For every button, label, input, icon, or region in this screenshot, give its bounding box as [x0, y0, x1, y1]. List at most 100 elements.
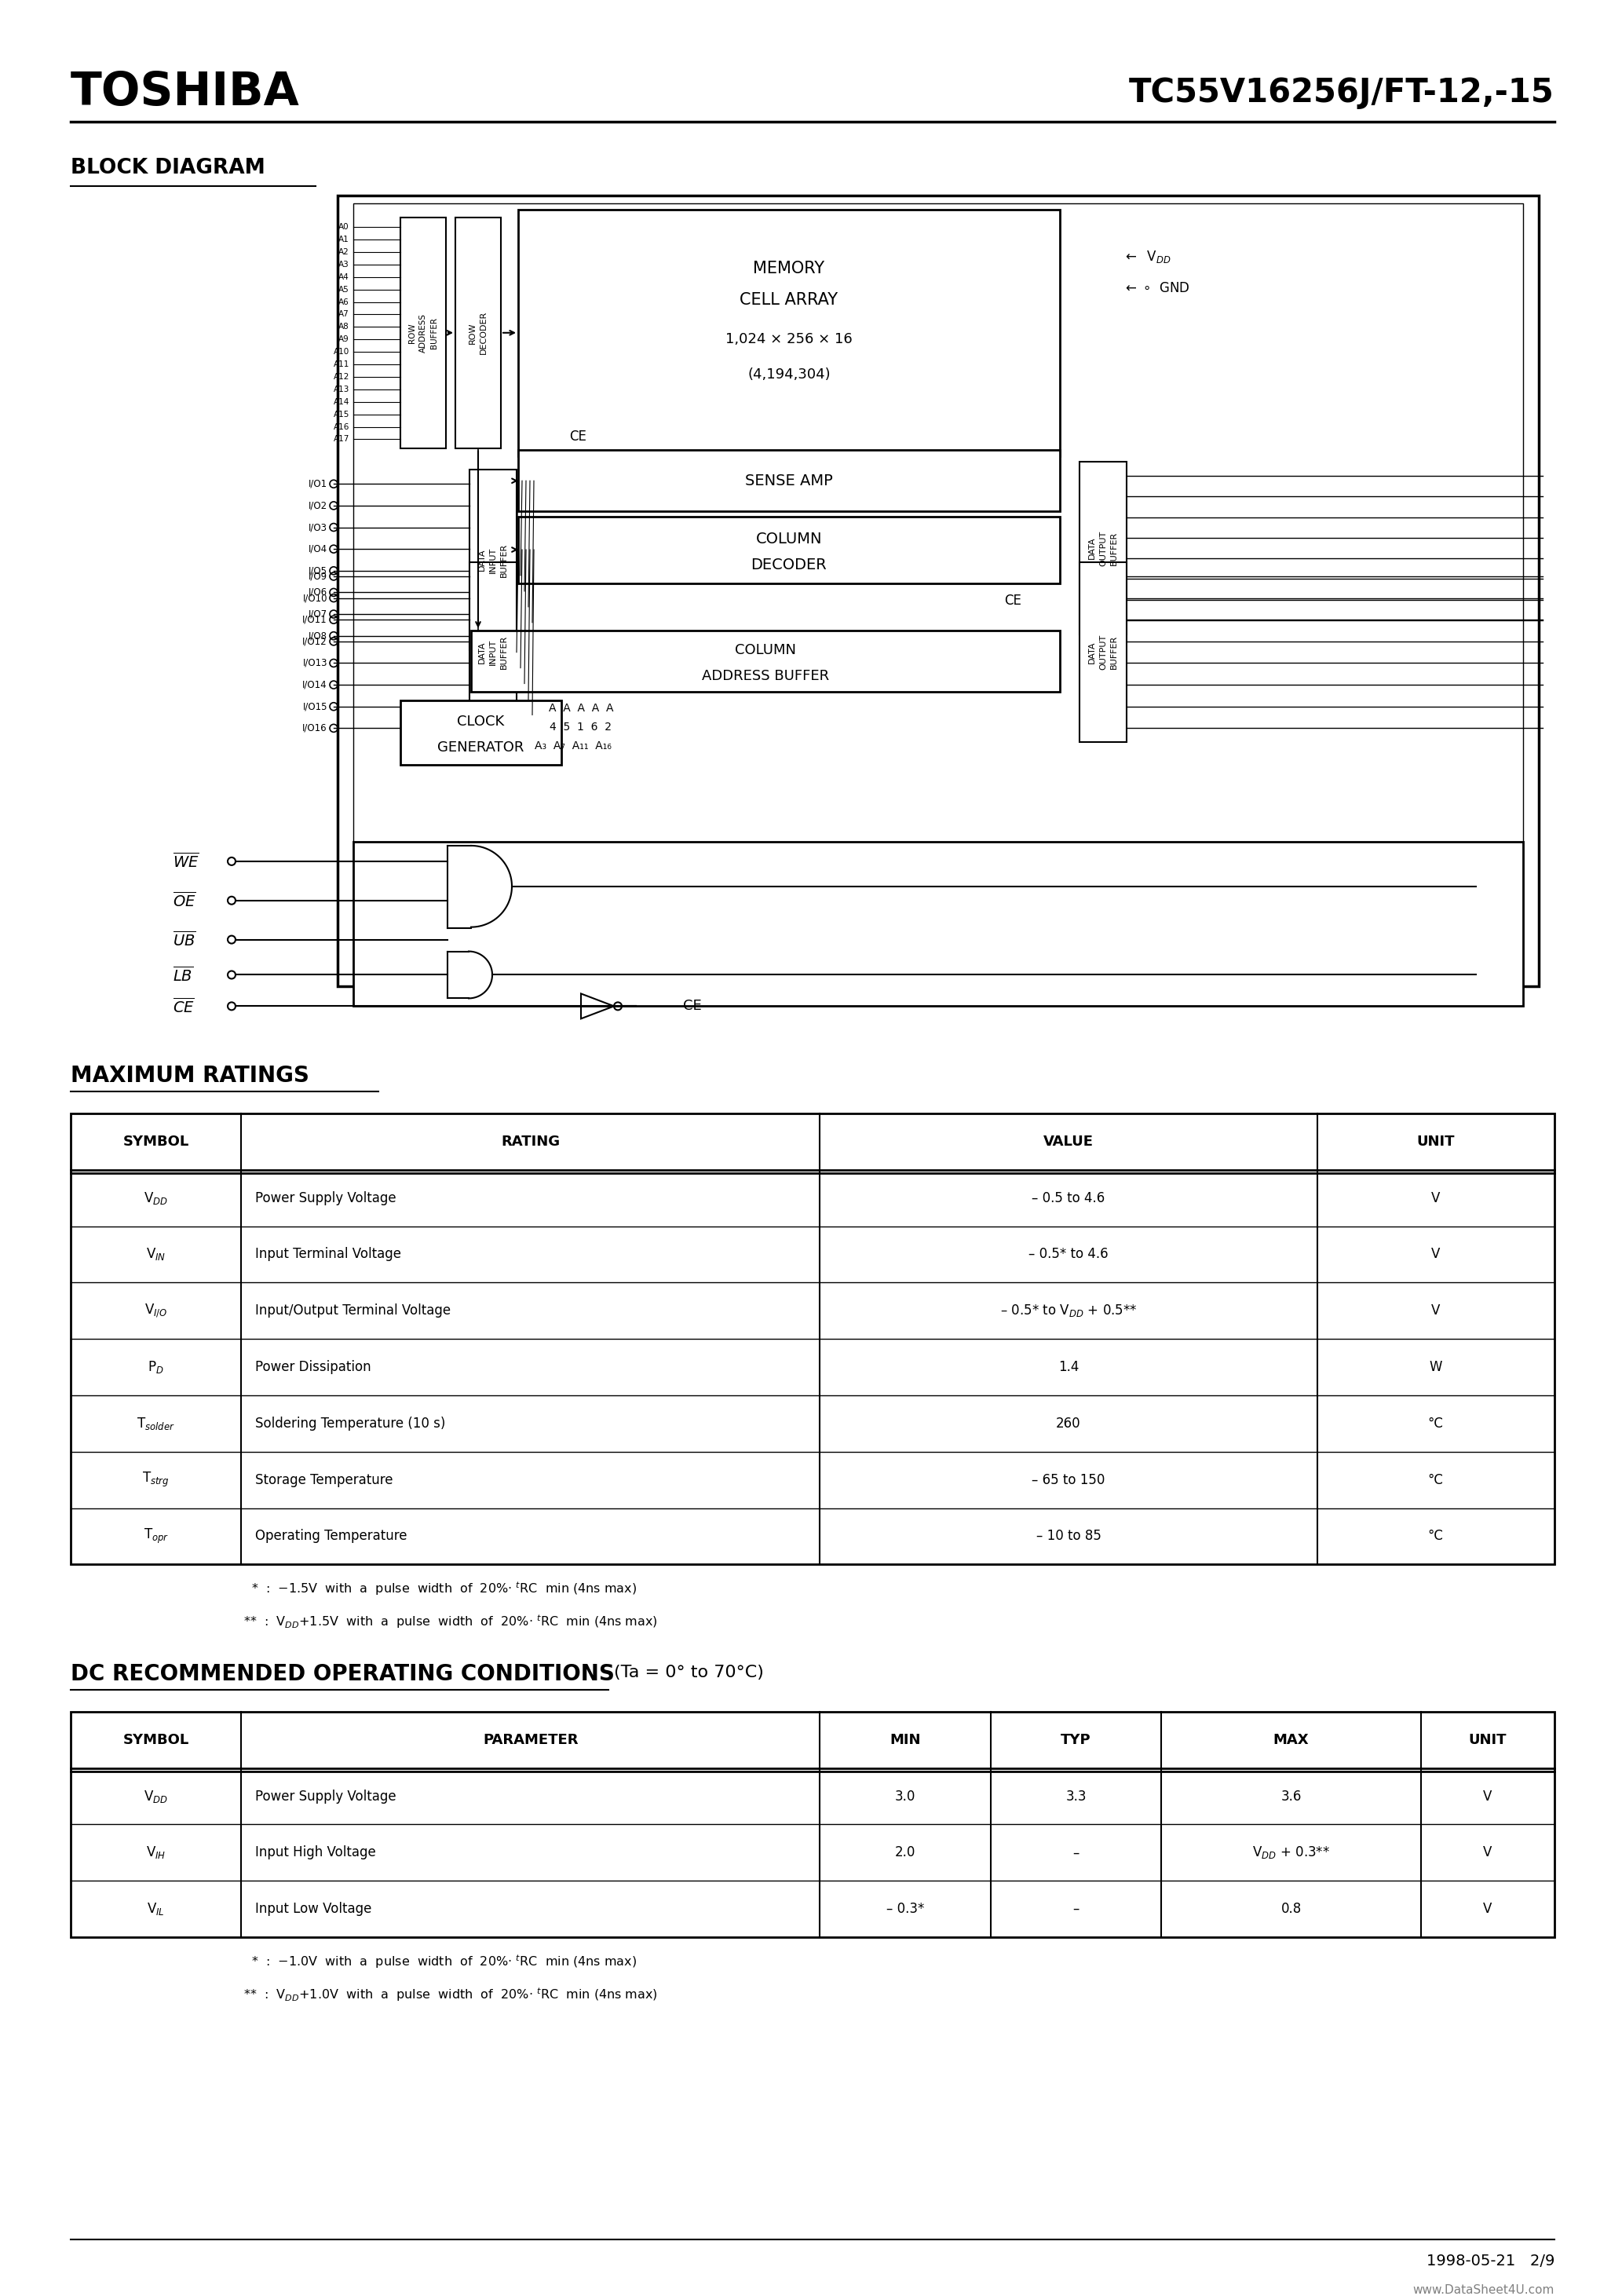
Text: A17: A17: [334, 436, 349, 443]
Text: V$_{IL}$: V$_{IL}$: [148, 1901, 165, 1917]
Text: $\overline{UB}$: $\overline{UB}$: [172, 930, 196, 948]
Bar: [401, 218, 446, 448]
Text: COLUMN: COLUMN: [735, 643, 796, 657]
Text: V$_{IH}$: V$_{IH}$: [146, 1844, 165, 1860]
Text: I/O13: I/O13: [303, 659, 328, 668]
Text: I/O2: I/O2: [308, 501, 328, 510]
Text: MIN: MIN: [890, 1733, 921, 1747]
Bar: [456, 218, 501, 448]
Text: RATING: RATING: [501, 1134, 560, 1148]
Text: 2.0: 2.0: [895, 1846, 916, 1860]
Bar: [1080, 461, 1127, 634]
Bar: [354, 843, 1523, 1006]
Text: $\overline{CE}$: $\overline{CE}$: [172, 996, 195, 1015]
Text: V$_{DD}$ + 0.3**: V$_{DD}$ + 0.3**: [1252, 1844, 1330, 1860]
Text: 3.6: 3.6: [1281, 1789, 1301, 1802]
Text: I/O3: I/O3: [308, 521, 328, 533]
Text: I/O7: I/O7: [308, 608, 328, 620]
Text: A11: A11: [334, 360, 349, 367]
Text: CE: CE: [683, 999, 702, 1013]
Text: TYP: TYP: [1061, 1733, 1092, 1747]
Text: –: –: [1072, 1901, 1079, 1917]
Text: A15: A15: [334, 411, 349, 418]
Text: $\leftarrow$ $\circ$  GND: $\leftarrow$ $\circ$ GND: [1122, 280, 1191, 296]
Text: SYMBOL: SYMBOL: [123, 1733, 190, 1747]
Text: – 0.5* to 4.6: – 0.5* to 4.6: [1028, 1247, 1108, 1261]
Text: I/O5: I/O5: [308, 565, 328, 576]
Text: Input Low Voltage: Input Low Voltage: [255, 1901, 371, 1917]
Text: 3.0: 3.0: [895, 1789, 916, 1802]
Text: A16: A16: [334, 422, 349, 432]
Text: Power Supply Voltage: Power Supply Voltage: [255, 1192, 396, 1205]
Text: A2: A2: [339, 248, 349, 255]
Text: I/O9: I/O9: [308, 572, 328, 581]
Text: A4: A4: [339, 273, 349, 280]
Text: CLOCK: CLOCK: [457, 714, 504, 730]
Text: – 0.3*: – 0.3*: [886, 1901, 925, 1917]
Text: I/O1: I/O1: [308, 480, 328, 489]
Text: V: V: [1483, 1846, 1492, 1860]
Text: ROW
DECODER: ROW DECODER: [469, 310, 488, 354]
Text: $\overline{OE}$: $\overline{OE}$: [172, 891, 196, 909]
Text: SYMBOL: SYMBOL: [123, 1134, 190, 1148]
Text: V: V: [1431, 1192, 1440, 1205]
Text: – 0.5* to V$_{DD}$ + 0.5**: – 0.5* to V$_{DD}$ + 0.5**: [1001, 1302, 1137, 1318]
Text: I/O6: I/O6: [308, 588, 328, 597]
Text: SENSE AMP: SENSE AMP: [744, 473, 832, 489]
Text: V: V: [1431, 1247, 1440, 1261]
Text: DATA
INPUT
BUFFER: DATA INPUT BUFFER: [478, 542, 508, 576]
Text: A6: A6: [339, 298, 349, 305]
Text: A7: A7: [339, 310, 349, 319]
Text: – 65 to 150: – 65 to 150: [1032, 1472, 1105, 1488]
Bar: [354, 204, 1523, 978]
Text: Soldering Temperature (10 s): Soldering Temperature (10 s): [255, 1417, 446, 1430]
Text: PARAMETER: PARAMETER: [483, 1733, 579, 1747]
Text: V$_{I/O}$: V$_{I/O}$: [144, 1302, 167, 1320]
Text: (Ta = 0° to 70°C): (Ta = 0° to 70°C): [615, 1665, 764, 1681]
Text: TC55V16256J/FT-12,-15: TC55V16256J/FT-12,-15: [1129, 76, 1554, 108]
Text: MEMORY: MEMORY: [753, 262, 826, 276]
Text: T$_{strg}$: T$_{strg}$: [143, 1472, 170, 1490]
Text: T$_{solder}$: T$_{solder}$: [136, 1417, 175, 1430]
Text: DC RECOMMENDED OPERATING CONDITIONS: DC RECOMMENDED OPERATING CONDITIONS: [71, 1662, 615, 1685]
Text: *  :  −1.0V  with  a  pulse  width  of  20%· $^{t}$RC  min (4ns max): * : −1.0V with a pulse width of 20%· $^{…: [243, 1954, 637, 1970]
Text: V: V: [1483, 1901, 1492, 1917]
Text: CE: CE: [569, 429, 587, 443]
Text: $\overline{LB}$: $\overline{LB}$: [172, 967, 193, 985]
Bar: [470, 631, 1059, 691]
Text: A  A  A  A  A: A A A A A: [548, 703, 613, 714]
Text: 1.4: 1.4: [1058, 1359, 1079, 1375]
Text: A1: A1: [339, 236, 349, 243]
Text: CELL ARRAY: CELL ARRAY: [740, 292, 839, 308]
Text: A₃  A₇  A₁₁  A₁₆: A₃ A₇ A₁₁ A₁₆: [535, 742, 611, 751]
Text: TOSHIBA: TOSHIBA: [71, 69, 300, 115]
Bar: [517, 517, 1059, 583]
Text: **  :  V$_{DD}$+1.0V  with  a  pulse  width  of  20%· $^{t}$RC  min (4ns max): ** : V$_{DD}$+1.0V with a pulse width of…: [243, 1986, 657, 2002]
Text: 0.8: 0.8: [1281, 1901, 1301, 1917]
Text: BLOCK DIAGRAM: BLOCK DIAGRAM: [71, 158, 264, 179]
Text: DATA
INPUT
BUFFER: DATA INPUT BUFFER: [478, 636, 508, 668]
Text: Input/Output Terminal Voltage: Input/Output Terminal Voltage: [255, 1304, 451, 1318]
Text: 260: 260: [1056, 1417, 1080, 1430]
Text: DECODER: DECODER: [751, 558, 827, 572]
Text: I/O8: I/O8: [308, 631, 328, 641]
Text: A8: A8: [339, 324, 349, 331]
Text: V$_{DD}$: V$_{DD}$: [144, 1789, 169, 1805]
Bar: [337, 195, 1539, 987]
Text: 1,024 × 256 × 16: 1,024 × 256 × 16: [725, 333, 853, 347]
Bar: [469, 563, 516, 742]
Text: I/O16: I/O16: [303, 723, 328, 732]
Text: A10: A10: [334, 349, 349, 356]
Text: COLUMN: COLUMN: [756, 530, 822, 546]
Text: MAXIMUM RATINGS: MAXIMUM RATINGS: [71, 1065, 310, 1086]
Text: **  :  V$_{DD}$+1.5V  with  a  pulse  width  of  20%· $^{t}$RC  min (4ns max): ** : V$_{DD}$+1.5V with a pulse width of…: [243, 1614, 657, 1630]
Text: MAX: MAX: [1273, 1733, 1309, 1747]
Bar: [71, 1711, 1554, 1938]
Text: – 10 to 85: – 10 to 85: [1036, 1529, 1101, 1543]
Text: I/O12: I/O12: [303, 636, 328, 647]
Text: V$_{IN}$: V$_{IN}$: [146, 1247, 165, 1263]
Text: °C: °C: [1427, 1472, 1444, 1488]
Text: (4,194,304): (4,194,304): [748, 367, 830, 381]
Text: – 0.5 to 4.6: – 0.5 to 4.6: [1032, 1192, 1105, 1205]
Text: $\leftarrow$  V$_{DD}$: $\leftarrow$ V$_{DD}$: [1122, 248, 1171, 264]
